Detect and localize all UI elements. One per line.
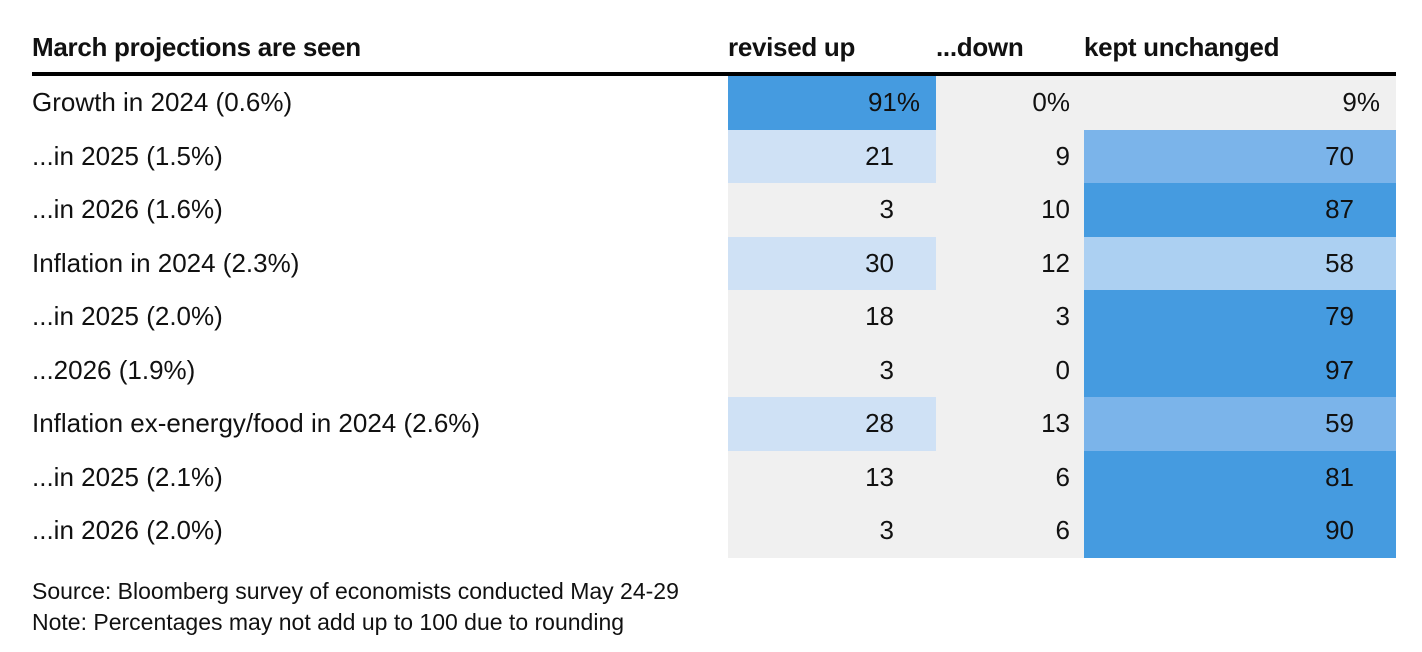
revised-up-cell: 3	[728, 504, 936, 558]
table-row: ...in 2025 (2.1%) 13 6 81	[32, 450, 1396, 504]
header-down: ...down	[936, 32, 1024, 62]
chart-footer: Source: Bloomberg survey of economists c…	[32, 576, 679, 638]
table-row: ...in 2025 (1.5%) 21 9 70	[32, 129, 1396, 183]
revised-up-cell: 18	[728, 290, 936, 344]
kept-unchanged-cell: 87	[1084, 183, 1396, 237]
row-label: ...2026 (1.9%)	[32, 354, 196, 385]
down-cell: 9	[936, 129, 1084, 183]
kept-unchanged-cell: 81	[1084, 450, 1396, 504]
row-label: ...in 2025 (2.1%)	[32, 461, 223, 492]
kept-unchanged-cell: 70	[1084, 129, 1396, 183]
kept-unchanged-cell: 97	[1084, 343, 1396, 397]
kept-unchanged-cell: 9%	[1084, 76, 1396, 130]
kept-unchanged-cell: 90	[1084, 504, 1396, 558]
table-row: ...in 2025 (2.0%) 18 3 79	[32, 290, 1396, 344]
table-row: ...in 2026 (1.6%) 3 10 87	[32, 183, 1396, 237]
kept-unchanged-cell: 59	[1084, 397, 1396, 451]
revised-up-cell: 91%	[728, 76, 936, 130]
row-label: ...in 2026 (1.6%)	[32, 194, 223, 224]
table-header: March projections are seen revised up ..…	[32, 24, 1396, 76]
revised-up-cell: 3	[728, 343, 936, 397]
projections-table: March projections are seen revised up ..…	[32, 24, 1396, 558]
kept-unchanged-cell: 79	[1084, 290, 1396, 344]
revised-up-cell: 30	[728, 236, 936, 290]
header-revised-up: revised up	[728, 32, 856, 62]
down-cell: 10	[936, 183, 1084, 237]
table-row: Growth in 2024 (0.6%) 91% 0% 9%	[32, 76, 1396, 130]
row-label: Inflation ex-energy/food in 2024 (2.6%)	[32, 408, 481, 438]
down-cell: 0%	[936, 76, 1084, 130]
down-cell: 12	[936, 236, 1084, 290]
table-row: ...2026 (1.9%) 3 0 97	[32, 343, 1396, 397]
row-label: Growth in 2024 (0.6%)	[32, 87, 293, 117]
revised-up-cell: 3	[728, 183, 936, 237]
row-label: ...in 2025 (2.0%)	[32, 301, 223, 331]
revised-up-cell: 28	[728, 397, 936, 451]
down-cell: 0	[936, 343, 1084, 397]
revised-up-cell: 21	[728, 129, 936, 183]
down-cell: 13	[936, 397, 1084, 451]
revised-up-cell: 13	[728, 450, 936, 504]
table-row: ...in 2026 (2.0%) 3 6 90	[32, 504, 1396, 558]
down-cell: 3	[936, 290, 1084, 344]
kept-unchanged-cell: 58	[1084, 236, 1396, 290]
table-row: Inflation ex-energy/food in 2024 (2.6%) 2…	[32, 397, 1396, 451]
down-cell: 6	[936, 504, 1084, 558]
row-label: ...in 2026 (2.0%)	[32, 515, 223, 545]
down-cell: 6	[936, 450, 1084, 504]
row-label: ...in 2025 (1.5%)	[32, 140, 223, 171]
row-label: Inflation in 2024 (2.3%)	[32, 247, 300, 278]
rounding-note: Note: Percentages may not add up to 100 …	[32, 609, 625, 635]
table-body: Growth in 2024 (0.6%) 91% 0% 9% ...in 2025 (…	[32, 76, 1396, 558]
header-label-column: March projections are seen	[32, 32, 361, 62]
table-row: Inflation in 2024 (2.3%) 30 12 58	[32, 236, 1396, 290]
source-note: Source: Bloomberg survey of economists c…	[32, 578, 679, 604]
header-kept-unchanged: kept unchanged	[1084, 32, 1280, 62]
